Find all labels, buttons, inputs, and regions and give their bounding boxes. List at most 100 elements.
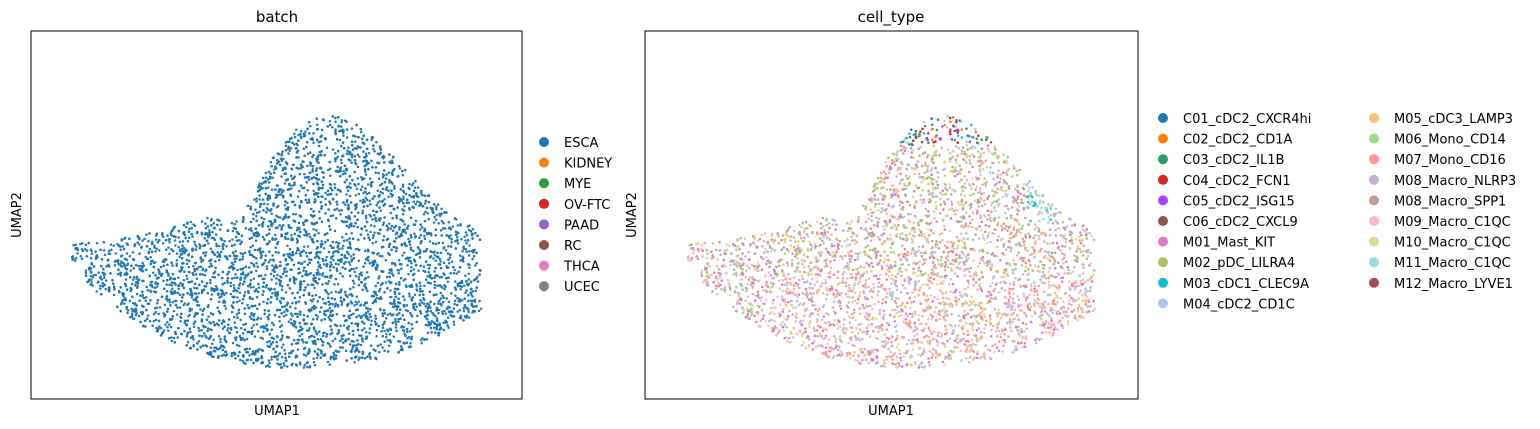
batch-point bbox=[100, 278, 103, 281]
batch-point bbox=[269, 301, 272, 304]
batch-point bbox=[113, 287, 116, 291]
batch-point bbox=[345, 232, 348, 236]
batch-point bbox=[316, 261, 320, 264]
batch-point bbox=[406, 309, 410, 313]
batch-point bbox=[327, 300, 330, 304]
batch-point bbox=[210, 328, 213, 332]
batch-point bbox=[158, 325, 161, 328]
batch-point bbox=[380, 330, 383, 333]
batch-point bbox=[375, 328, 379, 332]
batch-point bbox=[391, 216, 394, 220]
batch-point bbox=[102, 241, 105, 244]
batch-point bbox=[338, 247, 341, 250]
batch-point bbox=[447, 261, 451, 265]
batch-point bbox=[467, 263, 470, 266]
batch-point bbox=[306, 127, 309, 131]
batch-point bbox=[255, 323, 259, 326]
batch-point bbox=[467, 272, 471, 276]
batch-point bbox=[205, 318, 209, 322]
batch-point bbox=[181, 284, 184, 287]
batch-point bbox=[260, 182, 264, 185]
batch-point bbox=[182, 278, 186, 282]
batch-point bbox=[438, 214, 442, 217]
batch-point bbox=[467, 316, 471, 319]
batch-point bbox=[355, 355, 358, 358]
batch-point bbox=[269, 343, 273, 346]
batch-point bbox=[241, 283, 245, 286]
batch-point bbox=[392, 245, 396, 249]
batch-point bbox=[247, 272, 250, 276]
batch-point bbox=[447, 234, 451, 238]
batch-point bbox=[355, 123, 358, 127]
batch-point bbox=[297, 221, 301, 225]
batch-point bbox=[181, 296, 184, 299]
batch-point bbox=[319, 356, 323, 359]
batch-point bbox=[163, 303, 167, 307]
batch-point bbox=[327, 208, 330, 211]
batch-point bbox=[248, 315, 252, 319]
batch-point bbox=[428, 240, 432, 243]
batch-point bbox=[228, 239, 231, 243]
batch-point bbox=[478, 268, 482, 272]
batch-point bbox=[274, 196, 277, 199]
batch-point bbox=[318, 210, 321, 213]
batch-point bbox=[400, 199, 403, 202]
batch-point bbox=[89, 278, 93, 282]
batch-point bbox=[410, 299, 414, 302]
batch-point bbox=[269, 177, 272, 180]
batch-point bbox=[318, 263, 322, 267]
batch-point bbox=[335, 193, 338, 196]
batch-point bbox=[436, 255, 440, 259]
batch-point bbox=[84, 271, 88, 275]
batch-point bbox=[344, 349, 348, 353]
batch-point bbox=[437, 308, 441, 312]
batch-point bbox=[353, 158, 357, 162]
batch-point bbox=[462, 245, 465, 249]
batch-point bbox=[436, 251, 439, 255]
batch-point bbox=[307, 120, 311, 124]
batch-point bbox=[188, 227, 191, 231]
batch-point bbox=[142, 324, 145, 327]
batch-point bbox=[268, 333, 272, 336]
batch-point bbox=[404, 231, 408, 234]
batch-point bbox=[359, 146, 362, 149]
batch-point bbox=[124, 284, 128, 288]
batch-point bbox=[379, 209, 383, 212]
batch-point bbox=[397, 164, 401, 168]
batch-point bbox=[422, 265, 426, 269]
batch-point bbox=[236, 316, 239, 319]
batch-point bbox=[350, 211, 353, 214]
batch-point bbox=[137, 314, 141, 318]
batch-point bbox=[217, 354, 220, 358]
batch-point bbox=[302, 280, 306, 283]
batch-point bbox=[254, 227, 258, 230]
batch-point bbox=[258, 247, 262, 250]
batch-point bbox=[172, 277, 175, 281]
batch-point bbox=[363, 356, 367, 360]
batch-point bbox=[312, 153, 315, 157]
batch-point bbox=[87, 280, 90, 283]
batch-point bbox=[276, 273, 279, 277]
batch-point bbox=[314, 169, 318, 173]
batch-point bbox=[241, 332, 245, 335]
batch-point bbox=[243, 293, 246, 297]
batch-point bbox=[274, 233, 277, 237]
batch-point bbox=[368, 313, 371, 316]
batch-point bbox=[396, 206, 399, 209]
batch-point bbox=[130, 315, 134, 318]
batch-point bbox=[316, 315, 320, 318]
batch-point bbox=[115, 305, 119, 308]
batch-point bbox=[372, 144, 375, 147]
batch-point bbox=[109, 243, 113, 246]
batch-point bbox=[379, 343, 382, 346]
batch-point bbox=[119, 272, 122, 275]
batch-point bbox=[204, 268, 208, 272]
batch-point bbox=[272, 337, 276, 340]
batch-point bbox=[368, 351, 372, 355]
batch-point bbox=[333, 337, 337, 341]
batch-point bbox=[284, 144, 288, 148]
batch-point bbox=[309, 162, 313, 165]
batch-point bbox=[238, 291, 242, 294]
batch-point bbox=[371, 301, 375, 305]
